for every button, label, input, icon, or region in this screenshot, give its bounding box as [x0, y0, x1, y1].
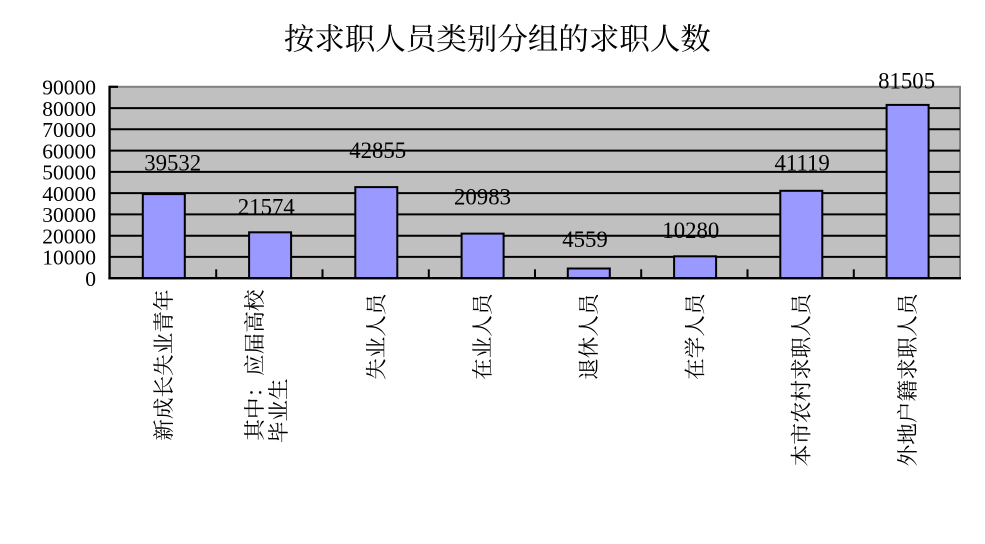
svg-text:20983: 20983: [454, 184, 511, 209]
svg-text:30000: 30000: [42, 203, 96, 227]
svg-text:81505: 81505: [878, 69, 935, 94]
svg-text:90000: 90000: [42, 76, 96, 100]
svg-text:0: 0: [85, 267, 96, 291]
svg-text:70000: 70000: [42, 118, 96, 142]
svg-text:10000: 10000: [42, 246, 96, 270]
svg-text:21574: 21574: [238, 195, 296, 220]
svg-text:20000: 20000: [42, 225, 96, 249]
svg-text:4559: 4559: [562, 227, 608, 252]
svg-text:60000: 60000: [42, 139, 96, 163]
svg-text:41119: 41119: [775, 150, 830, 175]
svg-text:10280: 10280: [662, 218, 719, 243]
svg-text:39532: 39532: [144, 151, 201, 176]
svg-text:42855: 42855: [349, 138, 406, 163]
svg-text:40000: 40000: [42, 182, 96, 206]
svg-text:80000: 80000: [42, 97, 96, 121]
svg-text:50000: 50000: [42, 161, 96, 185]
